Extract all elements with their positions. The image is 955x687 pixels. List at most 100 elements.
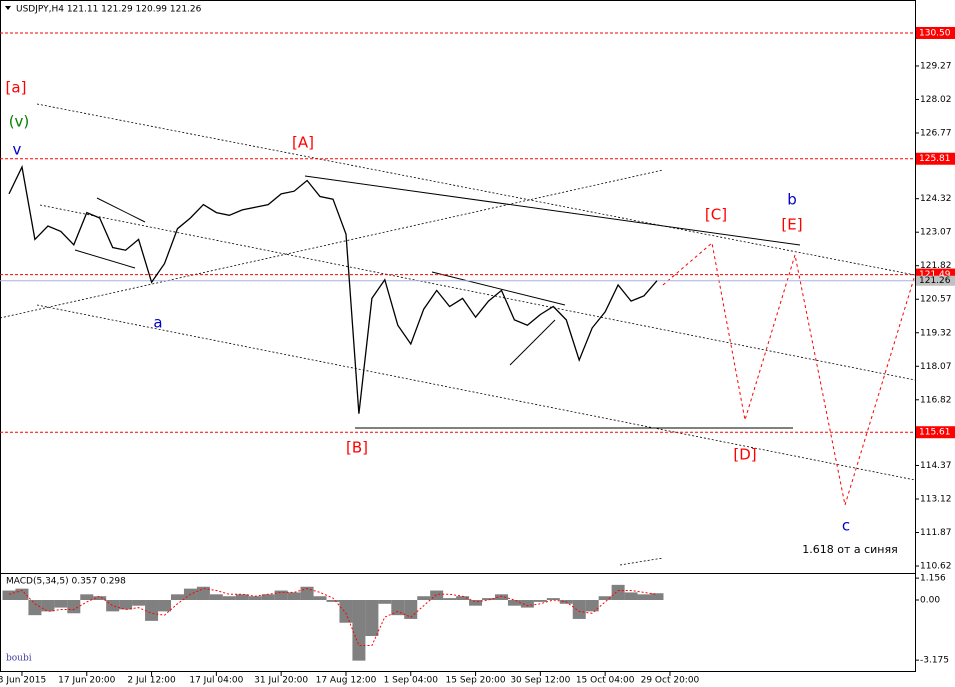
wave-label: [D] xyxy=(733,446,756,464)
x-tick-label: 17 Aug 12:00 xyxy=(316,676,377,686)
header: USDJPY,H4 121.11 121.29 120.99 121.26 xyxy=(16,5,202,15)
menu-arrow xyxy=(5,6,11,10)
histogram-bar xyxy=(287,592,301,601)
current-price-bg xyxy=(916,275,955,286)
histogram-bar xyxy=(248,596,262,601)
y-tick-label: -3.175 xyxy=(920,656,949,666)
level-label: 130.50 xyxy=(919,28,951,38)
histogram-bar xyxy=(222,596,236,601)
histogram-bar xyxy=(67,600,81,614)
y-tick-label: 123.07 xyxy=(920,228,952,238)
histogram-bar xyxy=(106,600,120,612)
histogram-bar xyxy=(404,600,418,619)
level-label: 125.81 xyxy=(919,154,951,164)
histogram-bar xyxy=(365,600,379,637)
histogram-bar xyxy=(15,588,29,601)
y-tick-label: 121.82 xyxy=(920,261,952,271)
wave-label: [A] xyxy=(292,134,314,152)
histogram-bar xyxy=(624,592,638,601)
x-tick-label: 15 Sep 20:00 xyxy=(446,676,506,686)
level-label-bg xyxy=(916,26,955,39)
plot-frame xyxy=(0,0,916,672)
signal-line xyxy=(8,588,658,646)
histogram-bar xyxy=(274,590,288,601)
x-tick-label: 1 Sep 04:00 xyxy=(384,676,439,686)
y-tick-label: 124.32 xyxy=(920,194,952,204)
x-tick-label: 3 Jun 2015 xyxy=(0,676,46,686)
histogram-bar xyxy=(611,584,625,601)
y-tick-label: 119.32 xyxy=(920,328,952,338)
histogram-bar xyxy=(80,594,94,601)
histogram-bar xyxy=(41,600,55,612)
histogram-bar xyxy=(482,598,496,601)
trendline xyxy=(509,319,556,366)
wave-label: [E] xyxy=(781,216,802,234)
forecast-path xyxy=(662,242,916,506)
trendline xyxy=(74,249,136,269)
wave-label: a xyxy=(153,314,162,332)
wave-label: [C] xyxy=(705,206,727,224)
trendline xyxy=(431,271,566,306)
channel-line xyxy=(36,103,916,276)
x-tick-label: 30 Sep 12:00 xyxy=(510,676,570,686)
histogram-bar xyxy=(585,600,599,612)
x-tick-label: 2 Jul 12:00 xyxy=(127,676,176,686)
y-tick-label: 110.62 xyxy=(920,562,952,572)
indicator-title: MACD(5,34,5) 0.357 0.298 xyxy=(6,577,126,587)
trendline xyxy=(96,197,146,223)
level-label: 115.61 xyxy=(919,428,951,438)
wave-label: [B] xyxy=(346,439,368,457)
wave-label: (v) xyxy=(9,113,30,131)
histogram-bar xyxy=(417,596,431,601)
y-tick-label: 120.57 xyxy=(920,295,952,305)
histogram-bar xyxy=(352,600,366,661)
histogram-bar xyxy=(54,600,68,608)
channel-line xyxy=(36,304,916,481)
y-tick-label: 128.02 xyxy=(920,95,952,105)
trendlines xyxy=(0,103,916,566)
histogram-bar xyxy=(494,594,508,601)
watermark: boubi xyxy=(6,654,32,664)
histogram-bar xyxy=(443,598,457,601)
histogram-bar xyxy=(430,590,444,601)
y-tick-label: 129.27 xyxy=(920,61,952,71)
y-tick-label: 118.07 xyxy=(920,362,952,372)
wave-label: [a] xyxy=(6,79,27,97)
wave-label: v xyxy=(13,141,22,159)
histogram-bar xyxy=(2,590,16,601)
x-tick-label: 17 Jul 04:00 xyxy=(189,676,243,686)
histogram-bar xyxy=(572,600,586,619)
histogram-bar xyxy=(339,600,353,623)
histogram-bar xyxy=(520,600,534,608)
histogram-bar xyxy=(533,600,547,602)
histogram-bar xyxy=(313,596,327,601)
x-tick-label: 31 Jul 20:00 xyxy=(254,676,308,686)
histogram-bar xyxy=(637,594,651,601)
y-tick-label: 114.37 xyxy=(920,461,952,471)
x-tick-label: 15 Oct 04:00 xyxy=(576,676,635,686)
histogram-bar xyxy=(158,600,172,612)
y-tick-label: 116.82 xyxy=(920,395,952,405)
level-label: 121.49 xyxy=(919,270,951,280)
wave-label: c xyxy=(842,517,850,535)
level-label-bg xyxy=(916,426,955,439)
x-tick-label: 17 Jun 20:00 xyxy=(58,676,115,686)
channel-line xyxy=(619,557,664,566)
histogram-bar xyxy=(650,593,664,601)
trendline xyxy=(304,175,801,246)
histogram-bar xyxy=(196,586,210,601)
histogram-bar xyxy=(378,600,392,604)
y-tick-label: 113.12 xyxy=(920,494,952,504)
histogram-bar xyxy=(391,600,405,616)
histogram-bar xyxy=(261,594,275,601)
x-tick-label: 29 Oct 20:00 xyxy=(641,676,700,686)
y-tick-label: 126.77 xyxy=(920,128,952,138)
histogram-bar xyxy=(132,600,146,606)
wave-label: b xyxy=(787,191,797,209)
histogram-bar xyxy=(507,600,521,606)
histogram-bar xyxy=(546,598,560,601)
level-label-bg xyxy=(916,152,955,165)
histogram-bar xyxy=(119,600,133,610)
histogram-bar xyxy=(93,596,107,601)
